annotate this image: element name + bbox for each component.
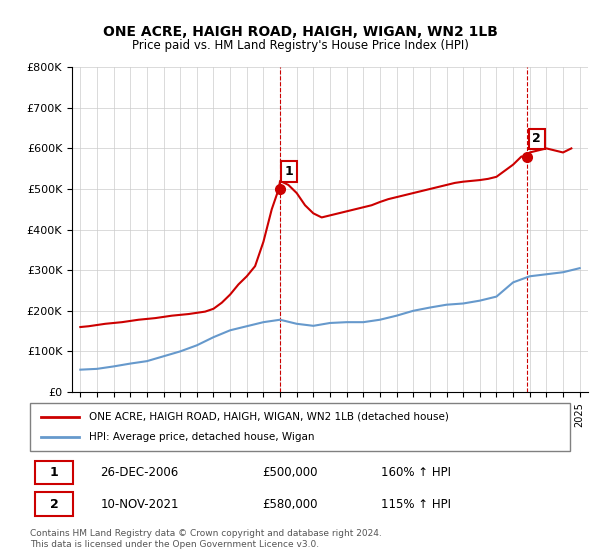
Text: Price paid vs. HM Land Registry's House Price Index (HPI): Price paid vs. HM Land Registry's House … bbox=[131, 39, 469, 52]
Text: 1: 1 bbox=[285, 165, 293, 178]
Text: £500,000: £500,000 bbox=[262, 466, 318, 479]
Text: 2: 2 bbox=[532, 132, 541, 145]
Text: 26-DEC-2006: 26-DEC-2006 bbox=[100, 466, 178, 479]
Text: ONE ACRE, HAIGH ROAD, HAIGH, WIGAN, WN2 1LB (detached house): ONE ACRE, HAIGH ROAD, HAIGH, WIGAN, WN2 … bbox=[89, 412, 449, 422]
Text: 160% ↑ HPI: 160% ↑ HPI bbox=[381, 466, 451, 479]
Text: HPI: Average price, detached house, Wigan: HPI: Average price, detached house, Wiga… bbox=[89, 432, 315, 442]
Text: 10-NOV-2021: 10-NOV-2021 bbox=[100, 497, 179, 511]
Text: 115% ↑ HPI: 115% ↑ HPI bbox=[381, 497, 451, 511]
Text: Contains HM Land Registry data © Crown copyright and database right 2024.
This d: Contains HM Land Registry data © Crown c… bbox=[30, 529, 382, 549]
Text: 2: 2 bbox=[50, 497, 59, 511]
Text: 1: 1 bbox=[50, 466, 59, 479]
FancyBboxPatch shape bbox=[30, 403, 570, 451]
FancyBboxPatch shape bbox=[35, 461, 73, 484]
Text: £580,000: £580,000 bbox=[262, 497, 318, 511]
Text: ONE ACRE, HAIGH ROAD, HAIGH, WIGAN, WN2 1LB: ONE ACRE, HAIGH ROAD, HAIGH, WIGAN, WN2 … bbox=[103, 25, 497, 39]
FancyBboxPatch shape bbox=[35, 492, 73, 516]
